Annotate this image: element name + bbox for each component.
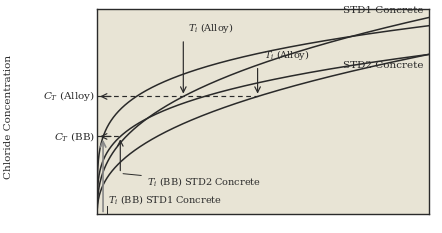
Text: $T_i$ (BB) STD2 Concrete: $T_i$ (BB) STD2 Concrete — [123, 174, 261, 188]
Text: STD2 Concrete: STD2 Concrete — [343, 61, 424, 70]
Text: $T_i$ (BB) STD1 Concrete: $T_i$ (BB) STD1 Concrete — [108, 193, 222, 206]
Text: $T_i$ (Alloy): $T_i$ (Alloy) — [188, 21, 234, 35]
Text: $T_i$ (Alloy): $T_i$ (Alloy) — [264, 48, 310, 62]
Text: $C_T$ (Alloy): $C_T$ (Alloy) — [42, 89, 95, 103]
Text: STD1 Concrete: STD1 Concrete — [343, 7, 424, 15]
Text: Chloride Concentration: Chloride Concentration — [4, 55, 13, 178]
Text: $C_T$ (BB): $C_T$ (BB) — [53, 130, 95, 143]
